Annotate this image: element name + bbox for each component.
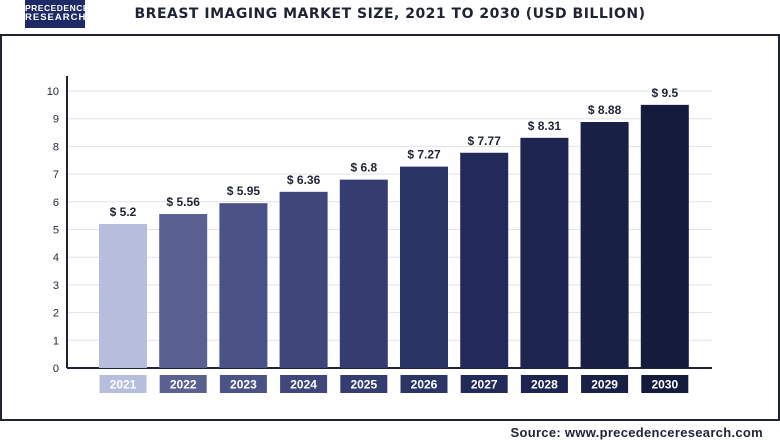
bar-2028 — [520, 137, 569, 368]
frame-bottom — [0, 419, 780, 421]
y-tick-label: 6 — [53, 197, 59, 209]
value-label-2030: $ 9.5 — [651, 86, 678, 100]
bar-2021 — [99, 223, 147, 368]
x-tick-label-2023: 2023 — [230, 378, 257, 392]
value-label-2026: $ 7.27 — [407, 148, 441, 162]
y-tick-label: 2 — [53, 308, 59, 320]
category-tag-2023 — [219, 375, 267, 393]
y-tick-label: 0 — [53, 363, 59, 375]
category-tag-2022 — [159, 375, 207, 393]
y-tick-label: 9 — [53, 114, 59, 126]
y-tick-label: 1 — [53, 335, 59, 347]
x-tick-label-2027: 2027 — [471, 378, 498, 392]
bar-2024 — [279, 191, 328, 368]
category-tag-2028 — [520, 375, 568, 393]
value-label-2028: $ 8.31 — [528, 119, 562, 133]
x-tick-label-2026: 2026 — [411, 378, 438, 392]
value-label-2024: $ 6.36 — [287, 173, 321, 187]
bar-2030 — [640, 104, 689, 368]
bar-2025 — [339, 179, 388, 368]
y-tick-label: 8 — [53, 141, 59, 153]
y-tick-label: 5 — [53, 225, 59, 237]
value-label-2021: $ 5.2 — [110, 205, 137, 219]
bar-2029 — [580, 122, 629, 368]
frame-right — [778, 34, 780, 419]
category-tag-2030 — [641, 375, 689, 393]
value-label-2029: $ 8.88 — [588, 103, 622, 117]
category-tag-2027 — [460, 375, 508, 393]
value-label-2027: $ 7.77 — [468, 134, 502, 148]
value-label-2025: $ 6.8 — [350, 161, 377, 175]
x-tick-label-2021: 2021 — [110, 378, 137, 392]
bar-2027 — [460, 152, 509, 368]
category-tag-2029 — [581, 375, 629, 393]
precedence-research-logo: PRECEDENCE RESEARCH — [25, 0, 90, 28]
logo-line2: RESEARCH — [25, 12, 87, 23]
bar-2022 — [159, 213, 208, 368]
x-tick-label-2025: 2025 — [350, 378, 377, 392]
frame-left — [0, 34, 2, 419]
logo-line1: PRECEDENCE — [25, 3, 90, 13]
x-tick-label-2022: 2022 — [170, 378, 197, 392]
value-label-2023: $ 5.95 — [227, 184, 261, 198]
x-tick-label-2024: 2024 — [290, 378, 317, 392]
category-tag-2025 — [340, 375, 388, 393]
y-tick-label: 7 — [53, 169, 59, 181]
y-tick-label: 10 — [47, 86, 59, 98]
bar-2026 — [400, 166, 448, 368]
y-tick-label: 4 — [53, 252, 59, 264]
header: PRECEDENCE RESEARCH BREAST IMAGING MARKE… — [0, 0, 780, 34]
category-tag-2026 — [400, 375, 448, 393]
category-tag-2021 — [99, 375, 147, 393]
header-divider — [0, 34, 780, 36]
bar-2023 — [219, 203, 268, 368]
x-tick-label-2028: 2028 — [531, 378, 558, 392]
y-tick-label: 3 — [53, 280, 59, 292]
value-label-2022: $ 5.56 — [167, 195, 201, 209]
source-note: Source: www.precedenceresearch.com — [510, 425, 763, 440]
category-tag-2024 — [280, 375, 328, 393]
x-tick-label-2029: 2029 — [591, 378, 618, 392]
chart-title: BREAST IMAGING MARKET SIZE, 2021 TO 2030… — [134, 6, 646, 22]
x-tick-label-2030: 2030 — [651, 378, 678, 392]
